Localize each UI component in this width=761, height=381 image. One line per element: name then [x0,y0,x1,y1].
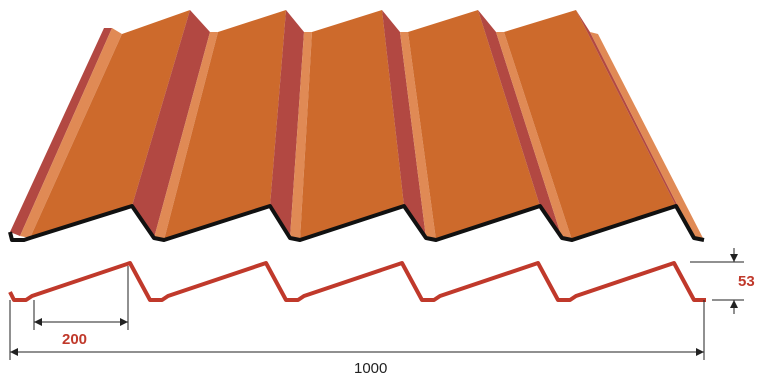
width-label: 1000 [354,360,387,377]
sheet-left-edge [10,28,112,236]
rib-1-slope [30,10,190,238]
width-arrowhead-left [10,348,18,356]
rib-5-slope [504,10,676,240]
rib-3-slope [300,10,404,240]
height-arrowhead-top [730,254,738,262]
rib-2-valley [290,32,312,240]
rib-4-slope [408,10,540,240]
rib-1-valley [154,32,218,240]
rib-5-side [576,10,694,238]
sheet-left-lip [20,28,122,238]
height-dimension [690,248,744,314]
rib-2-slope [164,10,286,240]
cross-section-profile [8,261,706,302]
sheet-3d-view [8,10,705,242]
rib-1-side [132,10,210,238]
rib-4-valley [496,32,572,240]
pitch-label: 200 [62,331,87,348]
width-arrowhead-right [696,348,704,356]
rib-3-valley [400,32,436,240]
pitch-arrowhead-right [120,318,128,326]
sheet-right-lip [590,32,704,240]
rib-3-side [382,10,426,238]
width-dimension [9,300,705,360]
height-label: 53 [738,273,755,290]
pitch-arrowhead-left [34,318,42,326]
rib-4-side [478,10,562,238]
pitch-dimension [33,266,129,330]
sheet-front-edge [8,204,705,242]
height-arrowhead-bottom [730,300,738,308]
rib-2-side [270,10,304,238]
